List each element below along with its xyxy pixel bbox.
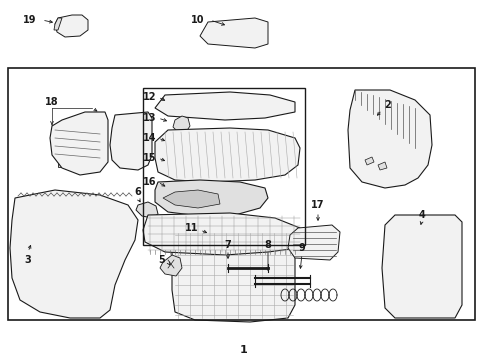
Text: 16: 16: [143, 177, 157, 187]
Bar: [431, 240, 453, 272]
Polygon shape: [155, 128, 299, 182]
Text: 15: 15: [143, 153, 157, 163]
Polygon shape: [110, 112, 152, 170]
Bar: [75, 27, 80, 32]
Polygon shape: [347, 90, 431, 188]
Polygon shape: [163, 190, 220, 208]
Bar: [397, 240, 425, 272]
Text: 19: 19: [23, 15, 37, 25]
Text: 9: 9: [298, 243, 305, 253]
Polygon shape: [155, 180, 267, 216]
Text: 8: 8: [264, 240, 271, 250]
Text: 2: 2: [384, 100, 390, 110]
Text: 12: 12: [143, 92, 157, 102]
Text: 5: 5: [158, 255, 165, 265]
Polygon shape: [173, 116, 190, 132]
Bar: [67, 27, 72, 32]
Text: 11: 11: [185, 223, 198, 233]
Bar: [122, 140, 143, 162]
Polygon shape: [142, 213, 302, 255]
Polygon shape: [200, 18, 267, 48]
Text: 3: 3: [24, 255, 31, 265]
Polygon shape: [50, 112, 108, 175]
Polygon shape: [287, 225, 339, 260]
Polygon shape: [377, 162, 386, 170]
Polygon shape: [160, 255, 182, 276]
Text: 7: 7: [224, 240, 231, 250]
Bar: [65, 18, 83, 32]
Polygon shape: [55, 15, 88, 37]
Polygon shape: [54, 18, 62, 30]
Bar: [8, 68, 474, 320]
Text: 13: 13: [143, 113, 157, 123]
Text: 6: 6: [134, 187, 141, 197]
Polygon shape: [364, 157, 373, 165]
Bar: [142, 88, 305, 245]
Polygon shape: [10, 190, 138, 318]
Text: 1: 1: [240, 345, 247, 355]
Text: 18: 18: [45, 97, 59, 107]
Polygon shape: [136, 202, 158, 218]
Polygon shape: [172, 230, 294, 322]
Text: 17: 17: [311, 200, 324, 210]
Bar: [58, 145, 86, 167]
Text: 10: 10: [191, 15, 204, 25]
Bar: [75, 20, 80, 25]
Text: 4: 4: [418, 210, 425, 220]
Bar: [67, 20, 72, 25]
Text: 14: 14: [143, 133, 157, 143]
Polygon shape: [381, 215, 461, 318]
Polygon shape: [155, 92, 294, 120]
